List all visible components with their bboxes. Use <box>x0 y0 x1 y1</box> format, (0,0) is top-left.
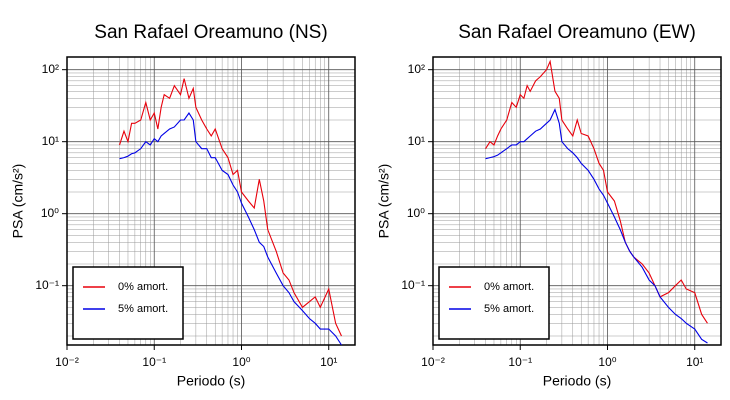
plot-frame <box>432 56 722 346</box>
x-tick-label: 10⁻² <box>421 355 445 369</box>
y-tick-label: 10² <box>408 62 425 76</box>
legend-label: 5% amort. <box>118 303 168 315</box>
y-tick-label: 10⁰ <box>407 206 425 220</box>
plot-frame <box>66 56 356 346</box>
y-tick-label: 10¹ <box>408 134 425 148</box>
series-line <box>119 112 342 346</box>
legend-label: 5% amort. <box>484 303 534 315</box>
legend-box <box>72 266 184 340</box>
y-axis-label: PSA (cm/s²) <box>376 164 392 239</box>
legend-label: 0% amort. <box>118 281 168 293</box>
y-tick-label: 10² <box>42 62 59 76</box>
y-tick-label: 10⁰ <box>41 206 59 220</box>
x-tick-label: 10¹ <box>320 355 337 369</box>
x-tick-label: 10⁻¹ <box>508 355 532 369</box>
series-line <box>119 78 342 337</box>
y-tick-label: 10¹ <box>42 134 59 148</box>
x-tick-label: 10⁰ <box>232 355 250 369</box>
chart-title: San Rafael Oreamuno (EW) <box>458 22 696 43</box>
y-axis-label: PSA (cm/s²) <box>10 164 26 239</box>
y-tick-label: 10⁻¹ <box>401 278 425 292</box>
x-axis-label: Periodo (s) <box>177 373 245 389</box>
chart-title: San Rafael Oreamuno (NS) <box>94 22 327 43</box>
x-axis-label: Periodo (s) <box>543 373 611 389</box>
y-tick-label: 10⁻¹ <box>35 278 59 292</box>
legend-label: 0% amort. <box>484 281 534 293</box>
x-tick-label: 10¹ <box>686 355 703 369</box>
series-line <box>485 107 708 344</box>
x-tick-label: 10⁻² <box>55 355 79 369</box>
x-tick-label: 10⁻¹ <box>142 355 166 369</box>
legend-box <box>438 266 550 340</box>
x-tick-label: 10⁰ <box>598 355 616 369</box>
